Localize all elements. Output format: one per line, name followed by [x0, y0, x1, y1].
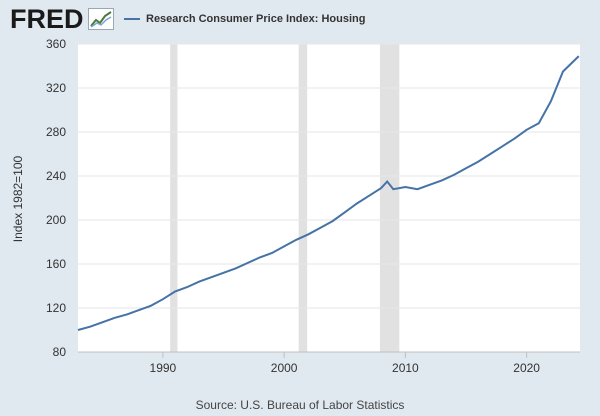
recession-band — [170, 44, 178, 352]
y-axis-label: Index 1982=100 — [11, 155, 25, 243]
series-line-housing — [77, 55, 580, 331]
x-tick-label: 2020 — [513, 361, 540, 375]
recession-bands — [170, 44, 400, 352]
y-tick-label: 80 — [53, 345, 67, 359]
fred-graph-icon — [88, 8, 114, 30]
y-tick-label: 360 — [46, 37, 66, 51]
source-note: Source: U.S. Bureau of Labor Statistics — [195, 398, 405, 412]
plot-area — [78, 44, 580, 352]
y-tick-label: 320 — [46, 81, 66, 95]
chart-header: FRED Research Consumer Price Index: Hous… — [0, 0, 600, 40]
y-tick-label: 280 — [46, 125, 66, 139]
legend-label[interactable]: Research Consumer Price Index: Housing — [146, 13, 366, 25]
y-tick-label: 160 — [46, 257, 66, 271]
x-tick-label: 2010 — [392, 361, 419, 375]
x-tick-label: 1990 — [150, 361, 177, 375]
legend: Research Consumer Price Index: Housing — [124, 11, 365, 27]
x-axis-ticks: 1990 2000 2010 2020 — [78, 351, 580, 375]
x-tick-label: 2000 — [271, 361, 298, 375]
y-axis-ticks: 80 120 160 200 240 280 320 360 — [46, 37, 66, 359]
recession-band — [298, 44, 308, 352]
y-tick-label: 200 — [46, 213, 66, 227]
recession-band — [379, 44, 400, 352]
legend-swatch — [124, 18, 140, 20]
y-tick-label: 120 — [46, 301, 66, 315]
y-tick-label: 240 — [46, 169, 66, 183]
fred-logo[interactable]: FRED — [10, 4, 84, 34]
